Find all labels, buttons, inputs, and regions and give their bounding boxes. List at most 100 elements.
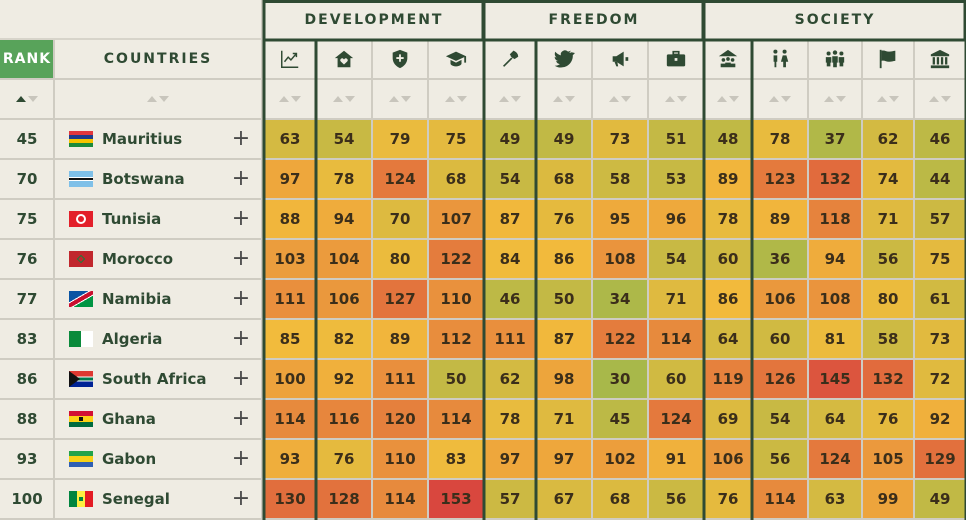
graduation-cap-icon[interactable] bbox=[428, 40, 484, 78]
sort-government-building[interactable] bbox=[914, 80, 966, 118]
expand-plus-icon[interactable]: + bbox=[231, 326, 251, 351]
score-cell: 132 bbox=[862, 360, 914, 398]
ghana-flag-icon bbox=[69, 411, 93, 427]
sort-rank[interactable] bbox=[0, 80, 54, 118]
expand-plus-icon[interactable]: + bbox=[231, 286, 251, 311]
score-cell: 124 bbox=[648, 400, 704, 438]
sort-graduation-cap[interactable] bbox=[428, 80, 484, 118]
sort-house-heart[interactable] bbox=[316, 80, 372, 118]
sort-bird[interactable] bbox=[536, 80, 592, 118]
expand-plus-icon[interactable]: + bbox=[231, 406, 251, 431]
sort-desc-icon bbox=[729, 96, 739, 102]
expand-plus-icon[interactable]: + bbox=[231, 446, 251, 471]
expand-plus-icon[interactable]: + bbox=[231, 486, 251, 511]
score-cell: 44 bbox=[914, 160, 966, 198]
expand-plus-icon[interactable]: + bbox=[231, 366, 251, 391]
country-name[interactable]: Tunisia bbox=[102, 210, 162, 228]
score-cell: 67 bbox=[536, 480, 592, 518]
sort-health-shield[interactable] bbox=[372, 80, 428, 118]
score-cell: 119 bbox=[704, 360, 752, 398]
sort-asc-icon bbox=[665, 96, 675, 102]
score-cell: 110 bbox=[372, 440, 428, 478]
score-cell: 105 bbox=[862, 440, 914, 478]
score-cell: 86 bbox=[536, 240, 592, 278]
country-cell: Namibia + bbox=[54, 280, 262, 318]
flag-icon[interactable] bbox=[862, 40, 914, 78]
score-cell: 34 bbox=[592, 280, 648, 318]
expand-plus-icon[interactable]: + bbox=[231, 166, 251, 191]
country-name[interactable]: Namibia bbox=[102, 290, 172, 308]
score-cell: 97 bbox=[484, 440, 536, 478]
score-cell: 114 bbox=[428, 400, 484, 438]
score-cell: 106 bbox=[316, 280, 372, 318]
score-cell: 54 bbox=[316, 120, 372, 158]
score-cell: 75 bbox=[914, 240, 966, 278]
sort-trend-chart[interactable] bbox=[264, 80, 316, 118]
country-cell: Ghana + bbox=[54, 400, 262, 438]
score-cell: 124 bbox=[808, 440, 862, 478]
country-name[interactable]: South Africa bbox=[102, 370, 207, 388]
score-cell: 73 bbox=[914, 320, 966, 358]
sort-asc-icon bbox=[333, 96, 343, 102]
score-cell: 53 bbox=[648, 160, 704, 198]
score-cell: 49 bbox=[536, 120, 592, 158]
score-cell: 46 bbox=[914, 120, 966, 158]
sort-family-group[interactable] bbox=[808, 80, 862, 118]
rank-header[interactable]: RANK bbox=[0, 40, 54, 78]
score-cell: 145 bbox=[808, 360, 862, 398]
trend-chart-icon[interactable] bbox=[264, 40, 316, 78]
countries-header[interactable]: COUNTRIES bbox=[103, 51, 213, 67]
country-name[interactable]: Gabon bbox=[102, 450, 157, 468]
briefcase-icon[interactable] bbox=[648, 40, 704, 78]
sort-countries[interactable] bbox=[54, 80, 262, 118]
sort-flag[interactable] bbox=[862, 80, 914, 118]
gender-equality-icon[interactable] bbox=[752, 40, 808, 78]
house-heart-icon[interactable] bbox=[316, 40, 372, 78]
community-icon[interactable] bbox=[704, 40, 752, 78]
expand-plus-icon[interactable]: + bbox=[231, 246, 251, 271]
score-cell: 56 bbox=[648, 480, 704, 518]
health-shield-icon[interactable] bbox=[372, 40, 428, 78]
government-building-icon[interactable] bbox=[914, 40, 966, 78]
sort-asc-icon bbox=[769, 96, 779, 102]
score-cell: 78 bbox=[484, 400, 536, 438]
country-name[interactable]: Ghana bbox=[102, 410, 156, 428]
sort-community[interactable] bbox=[704, 80, 752, 118]
family-group-icon[interactable] bbox=[808, 40, 862, 78]
country-name[interactable]: Senegal bbox=[102, 490, 170, 508]
sort-briefcase[interactable] bbox=[648, 80, 704, 118]
score-cell: 92 bbox=[914, 400, 966, 438]
score-cell: 58 bbox=[862, 320, 914, 358]
score-cell: 63 bbox=[264, 120, 316, 158]
row-background bbox=[0, 440, 262, 478]
country-name[interactable]: Mauritius bbox=[102, 130, 183, 148]
score-cell: 114 bbox=[264, 400, 316, 438]
score-cell: 73 bbox=[592, 120, 648, 158]
megaphone-icon[interactable] bbox=[592, 40, 648, 78]
score-cell: 94 bbox=[316, 200, 372, 238]
torch-icon[interactable] bbox=[484, 40, 536, 78]
country-name[interactable]: Morocco bbox=[102, 250, 174, 268]
score-cell: 130 bbox=[264, 480, 316, 518]
score-cell: 76 bbox=[862, 400, 914, 438]
score-cell: 129 bbox=[914, 440, 966, 478]
score-cell: 95 bbox=[592, 200, 648, 238]
sort-gender-equality[interactable] bbox=[752, 80, 808, 118]
country-name[interactable]: Botswana bbox=[102, 170, 185, 188]
score-cell: 89 bbox=[704, 160, 752, 198]
score-cell: 80 bbox=[862, 280, 914, 318]
score-cell: 85 bbox=[264, 320, 316, 358]
sort-desc-icon bbox=[28, 96, 38, 102]
country-name[interactable]: Algeria bbox=[102, 330, 163, 348]
sort-megaphone[interactable] bbox=[592, 80, 648, 118]
expand-plus-icon[interactable]: + bbox=[231, 126, 251, 151]
score-cell: 123 bbox=[752, 160, 808, 198]
bird-icon[interactable] bbox=[536, 40, 592, 78]
sort-torch[interactable] bbox=[484, 80, 536, 118]
row-background bbox=[0, 240, 262, 278]
score-cell: 78 bbox=[704, 200, 752, 238]
expand-plus-icon[interactable]: + bbox=[231, 206, 251, 231]
sort-asc-icon bbox=[16, 96, 26, 102]
rank-value: 83 bbox=[16, 330, 38, 348]
score-cell: 116 bbox=[316, 400, 372, 438]
